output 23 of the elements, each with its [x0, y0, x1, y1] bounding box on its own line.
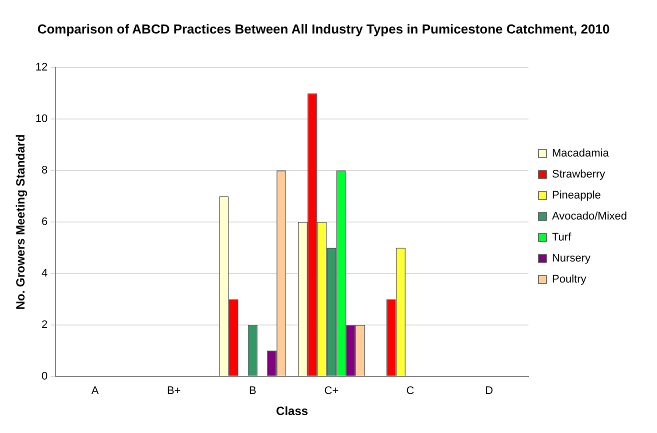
x-tick-label: B+	[166, 385, 181, 398]
legend-label: Strawberry	[552, 168, 606, 181]
legend-label: Macadamia	[552, 148, 610, 160]
legend-label: Turf	[552, 232, 572, 244]
legend-label: Poultry	[552, 274, 587, 286]
legend-label: Pineapple	[552, 190, 601, 202]
y-tick-label: 2	[42, 318, 48, 331]
x-tick-label: D	[485, 385, 494, 398]
y-tick-label: 10	[35, 113, 48, 126]
y-tick-label: 12	[35, 62, 48, 74]
y-tick-label: 0	[42, 370, 48, 382]
y-tick-label: 6	[42, 216, 48, 228]
y-tick-label: 4	[42, 268, 48, 280]
x-tick-label: A	[91, 385, 100, 398]
y-axis-title: No. Growers Meeting Standard	[14, 134, 28, 310]
y-tick-label: 8	[42, 164, 48, 177]
chart-title: Comparison of ABCD Practices Between All Industry Types in Pumicestone Catchment, 2010	[37, 21, 610, 36]
legend-label: Nursery	[552, 252, 591, 265]
legend-label: Avocado/Mixed	[552, 210, 628, 223]
x-tick-label: B	[248, 385, 256, 398]
x-tick-label: C+	[324, 385, 339, 398]
x-tick-label: C	[406, 385, 414, 398]
x-axis-title: Class	[276, 404, 308, 418]
